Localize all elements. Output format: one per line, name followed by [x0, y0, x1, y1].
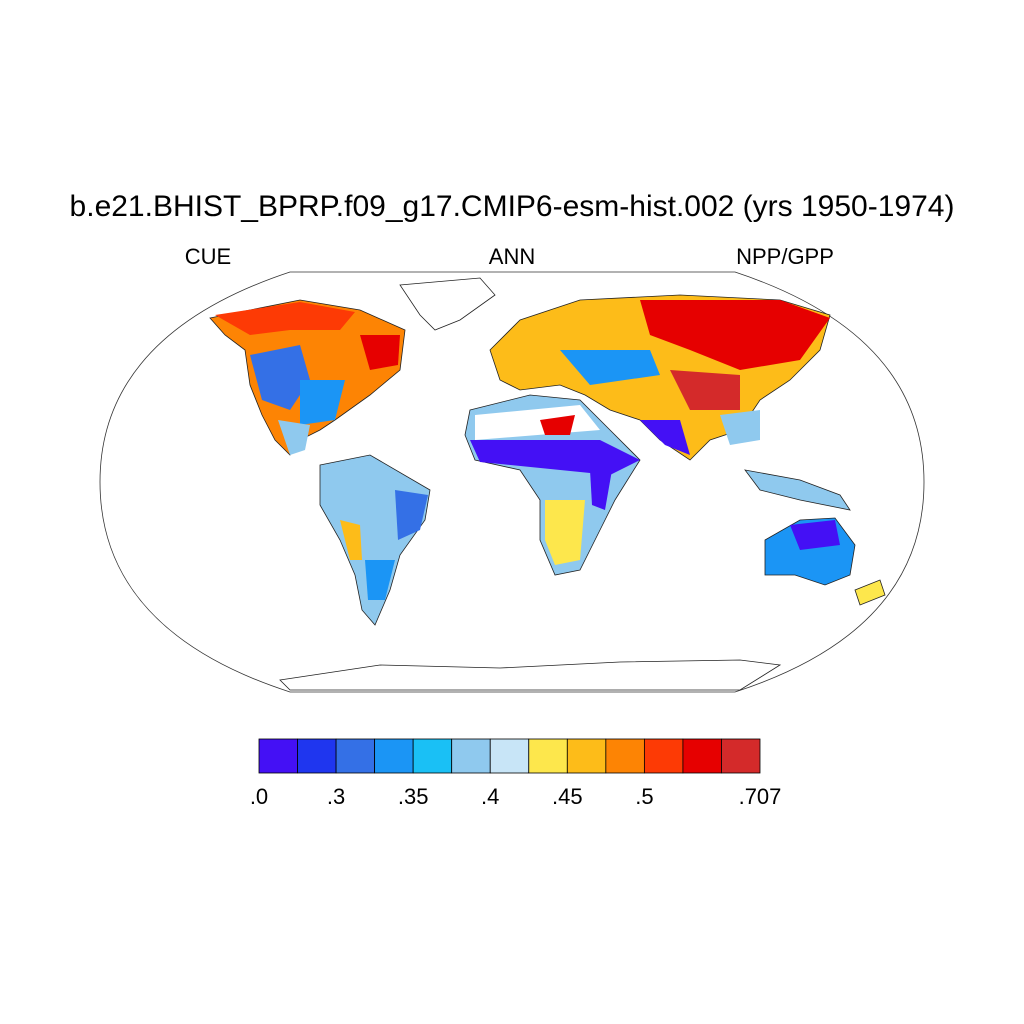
region-patch	[640, 300, 830, 370]
colorbar-label: .35	[398, 784, 429, 809]
colorbar-label: .4	[481, 784, 499, 809]
colorbar-box	[489, 738, 530, 774]
colorbar-box	[566, 738, 607, 774]
region-patch	[340, 520, 362, 560]
islands	[744, 469, 851, 511]
map	[99, 271, 925, 693]
colorbar-label: .5	[635, 784, 653, 809]
region-patch	[540, 415, 575, 435]
colorbar-box	[335, 738, 376, 774]
colorbar-box	[451, 738, 491, 774]
center-label: ANN	[489, 244, 535, 269]
region-patch	[470, 440, 640, 475]
region-patch	[545, 500, 585, 565]
region-patch	[720, 410, 760, 445]
region-patch	[300, 380, 345, 425]
colorbar-label: .45	[552, 784, 583, 809]
colorbar-label: .707	[739, 784, 782, 809]
greenland	[399, 277, 496, 331]
colorbar-box	[721, 738, 761, 774]
colorbar-box	[412, 738, 453, 774]
colorbar-box	[258, 738, 298, 774]
region-patch	[215, 302, 355, 335]
colorbar-box	[528, 738, 568, 774]
colorbar-label: .0	[250, 784, 268, 809]
region-patch	[640, 420, 690, 455]
left-label: CUE	[185, 244, 231, 269]
region-patch	[360, 335, 400, 370]
colorbar-box	[643, 738, 684, 774]
colorbar: .0 .3 .35 .4 .45 .5 .707	[250, 738, 782, 809]
antarctica	[279, 659, 782, 691]
region-patch	[395, 490, 428, 540]
colorbar-label: .3	[327, 784, 345, 809]
region-patch	[670, 370, 740, 410]
region-patch	[365, 560, 395, 600]
region-patch	[790, 520, 840, 550]
colorbar-box	[374, 738, 414, 774]
right-label: NPP/GPP	[736, 244, 834, 269]
colorbar-box	[605, 738, 645, 774]
region-patch	[250, 345, 310, 410]
colorbar-box	[297, 738, 337, 774]
title: b.e21.BHIST_BPRP.f09_g17.CMIP6-esm-hist.…	[70, 190, 955, 223]
new-zealand	[854, 579, 886, 606]
region-patch	[560, 350, 660, 385]
colorbar-box	[682, 738, 722, 774]
region-patch	[278, 420, 310, 455]
region-patch	[590, 470, 612, 510]
